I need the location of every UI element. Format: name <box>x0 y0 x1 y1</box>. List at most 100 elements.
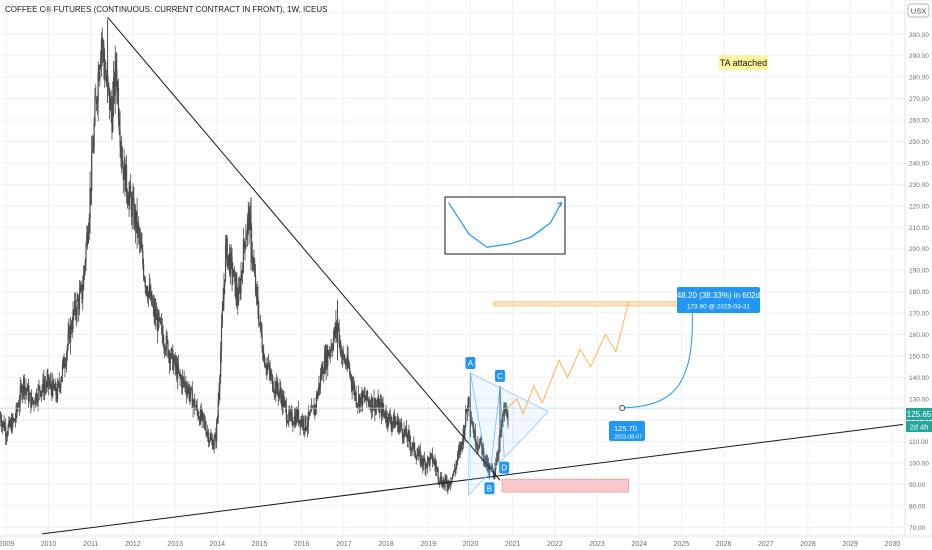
candle-body <box>126 192 128 201</box>
candle-body <box>79 287 81 293</box>
candle-body <box>9 421 12 426</box>
candle-body <box>322 366 324 374</box>
candle-body <box>231 256 233 277</box>
candle-body <box>115 60 117 70</box>
candle-body <box>135 211 137 229</box>
candle-body <box>121 161 124 168</box>
candle-body <box>270 374 272 377</box>
candle-body <box>182 377 184 379</box>
candle-body <box>83 267 85 274</box>
candle-body <box>275 383 277 395</box>
candle-body <box>189 393 191 398</box>
candle-body <box>438 479 440 482</box>
price-axis[interactable]: 70.0080.0090.00100.00110.00120.00130.001… <box>904 0 932 537</box>
measure-arc[interactable] <box>622 304 693 409</box>
candle-body <box>421 455 423 463</box>
candle-body <box>104 62 106 79</box>
candle-body <box>254 268 256 276</box>
candle-body <box>482 447 484 455</box>
candle-body <box>74 300 77 313</box>
candle-body <box>172 349 174 370</box>
candle-body <box>168 352 170 357</box>
candle-body <box>35 393 38 402</box>
candle-body <box>408 432 410 436</box>
candle-body <box>315 395 318 407</box>
candle-body <box>392 414 395 422</box>
rising-trendline[interactable] <box>42 424 903 535</box>
currency-button[interactable]: USX <box>907 3 930 18</box>
drawings-layer[interactable] <box>0 16 905 535</box>
candle-body <box>138 225 140 232</box>
candle-body <box>133 198 135 225</box>
candle-body <box>465 409 467 426</box>
start-callout[interactable]: 125.70 2023-08-07 <box>609 421 645 441</box>
candle-body <box>160 318 162 324</box>
candle-body <box>465 409 468 412</box>
candle-body <box>365 399 367 401</box>
candle-body <box>297 409 299 421</box>
candle-body <box>219 376 221 391</box>
candle-body <box>108 83 110 88</box>
abcd-pattern[interactable] <box>470 373 505 481</box>
candle-body <box>52 380 55 387</box>
candle-body <box>230 252 232 257</box>
candle-body <box>204 421 206 429</box>
candle-body <box>312 406 314 408</box>
candle-body <box>276 380 278 395</box>
candle-body <box>241 271 243 275</box>
candle-body <box>504 406 506 413</box>
candle-body <box>379 402 382 405</box>
candle-body <box>303 428 305 430</box>
candle-body <box>457 451 460 454</box>
candle-body <box>366 391 369 400</box>
candle-body <box>100 58 102 68</box>
candle-body <box>153 303 155 317</box>
candle-body <box>42 379 44 389</box>
candle-body <box>351 383 353 390</box>
measure-start-point[interactable] <box>619 405 626 412</box>
candle-body <box>337 323 339 328</box>
candle-body <box>356 404 358 406</box>
candle-body <box>117 87 120 119</box>
candle-body <box>145 286 147 288</box>
candle-body <box>75 312 77 316</box>
candle-body <box>273 391 275 393</box>
candle-body <box>30 393 32 409</box>
candle-body <box>66 346 68 354</box>
candle-body <box>247 210 249 219</box>
candle-body <box>401 423 403 430</box>
candle-body <box>325 349 327 370</box>
candle-body <box>461 442 464 446</box>
candle-body <box>86 233 88 246</box>
measure-callout[interactable]: 48.20 (38.33%) in 602d 173.90 @ 2025-03-… <box>677 287 760 313</box>
candle-body <box>109 98 111 110</box>
candle-body <box>263 355 265 360</box>
time-tick-label: 2013 <box>167 541 183 548</box>
candle-body <box>237 290 240 305</box>
price-tick-label: 130.00 <box>909 396 929 403</box>
countdown-label: 2d 4h <box>910 423 929 432</box>
descending-trendline[interactable] <box>107 16 501 481</box>
candle-body <box>493 473 495 476</box>
candle-body <box>183 378 185 384</box>
candle-body <box>166 335 168 341</box>
candle-body <box>63 357 65 368</box>
price-tick-label: 280.00 <box>909 75 929 82</box>
candle-body <box>170 349 172 358</box>
candle-body <box>217 401 219 418</box>
triangle-projection[interactable] <box>467 372 550 497</box>
ta-note[interactable]: TA attached <box>719 55 768 70</box>
candle-body <box>500 432 502 434</box>
candle-body <box>342 351 344 356</box>
time-axis[interactable]: 2009 2010 2011 2012 2013 2014 2015 2016 2017 2018… <box>0 535 905 550</box>
time-tick-label: 2010 <box>41 541 57 548</box>
stop-zone[interactable] <box>501 478 630 493</box>
candle-body <box>362 391 365 397</box>
candle-body <box>22 389 24 397</box>
price-tick-label: 80.00 <box>909 503 926 510</box>
candle-body <box>73 310 75 312</box>
projected-path[interactable] <box>508 302 630 416</box>
candle-body <box>425 463 427 470</box>
